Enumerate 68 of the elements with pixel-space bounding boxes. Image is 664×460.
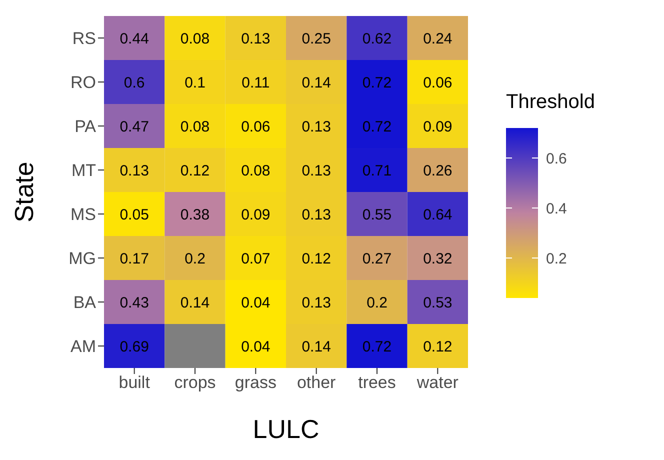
data-label: 0.55 — [362, 206, 392, 224]
data-label: 0.38 — [180, 206, 210, 224]
data-label: 0.44 — [120, 30, 149, 48]
data-label: 0.14 — [302, 338, 331, 356]
data-label: 0.12 — [302, 250, 331, 268]
data-label: 0.69 — [120, 338, 149, 356]
data-label: 0.05 — [120, 206, 149, 224]
data-label: 0.11 — [242, 74, 270, 92]
y-tick-label: RS — [72, 29, 96, 48]
data-label: 0.14 — [302, 74, 331, 92]
data-label: 0.08 — [180, 118, 210, 136]
data-label: 0.12 — [180, 162, 210, 180]
data-label: 0.72 — [362, 118, 392, 136]
data-label: 0.13 — [241, 30, 270, 48]
data-label: 0.14 — [180, 294, 210, 312]
data-label: 0.64 — [423, 206, 452, 224]
color-bar-label: 0.4 — [546, 200, 567, 218]
data-label: 0.47 — [120, 118, 149, 136]
color-bar-title: Threshold — [506, 91, 595, 113]
x-tick-label: crops — [174, 373, 216, 392]
colorbar: Threshold 0.2 0.4 0.6 — [496, 78, 646, 338]
y-tick-label: AM — [70, 337, 96, 356]
data-label: 0.17 — [120, 250, 149, 268]
y-tick-label: MT — [71, 161, 96, 180]
y-tick-label: MS — [70, 205, 96, 224]
data-label: 0.27 — [362, 250, 392, 268]
y-tick-label: BA — [73, 293, 97, 312]
y-axis-title: State — [9, 162, 40, 222]
data-label: 0.72 — [362, 74, 392, 92]
y-tick-label: RO — [70, 73, 96, 92]
data-label: 0.13 — [120, 162, 149, 180]
data-label: 0.2 — [184, 250, 206, 268]
data-label: 0.25 — [302, 30, 331, 48]
data-label: 0.62 — [362, 30, 392, 48]
data-label: 0.06 — [241, 118, 270, 136]
x-tick-label: built — [118, 373, 150, 392]
x-tick-label: water — [416, 373, 459, 392]
data-label: 0.08 — [241, 162, 270, 180]
y-tick-label: PA — [74, 117, 97, 136]
data-label: 0.13 — [302, 162, 331, 180]
x-tick-label: other — [296, 373, 336, 392]
data-label: 0.43 — [120, 294, 149, 312]
data-label: 0.06 — [423, 74, 452, 92]
data-label: 0.13 — [302, 206, 331, 224]
data-label: 0.09 — [423, 118, 452, 136]
data-label: 0.24 — [423, 30, 452, 48]
data-label: 0.32 — [423, 250, 452, 268]
data-label: 0.1 — [184, 74, 206, 92]
color-bar-label: 0.6 — [546, 150, 567, 168]
data-label: 0.04 — [241, 338, 270, 356]
data-label: 0.72 — [362, 338, 392, 356]
data-label: 0.04 — [241, 294, 270, 312]
data-label: 0.12 — [423, 338, 452, 356]
color-bar-label: 0.2 — [546, 250, 567, 268]
x-tick-label: trees — [358, 373, 396, 392]
x-axis-title: LULC — [252, 414, 320, 444]
data-label: 0.2 — [366, 294, 388, 312]
data-label: 0.07 — [241, 250, 270, 268]
data-label: 0.13 — [302, 294, 331, 312]
data-label: 0.08 — [180, 30, 210, 48]
data-label: 0.6 — [124, 74, 145, 92]
data-label: 0.13 — [302, 118, 331, 136]
x-tick-label: grass — [234, 373, 276, 392]
data-label: 0.26 — [423, 162, 452, 180]
data-label: 0.09 — [241, 206, 270, 224]
data-label: 0.71 — [362, 162, 392, 180]
data-label: 0.53 — [423, 294, 452, 312]
y-tick-label: MG — [68, 249, 96, 268]
